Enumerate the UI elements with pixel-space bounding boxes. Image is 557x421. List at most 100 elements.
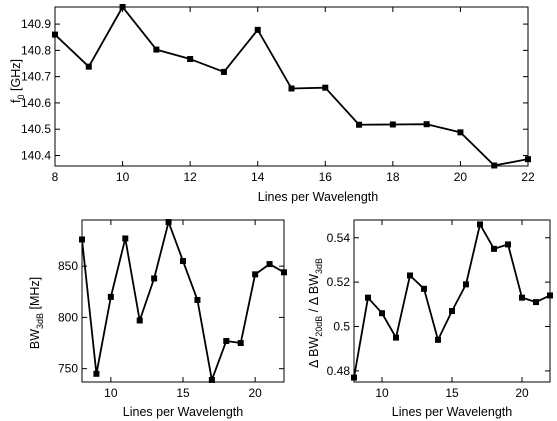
data-point-f0-8 — [322, 84, 329, 91]
data-point-bw3db-9 — [208, 376, 215, 383]
data-point-f0-3 — [153, 46, 160, 53]
data-point-bw-ratio-11 — [505, 241, 511, 248]
y-tick-label-bw3db-0: 750 — [58, 362, 78, 376]
x-axis-label-bw3db: Lines per Wavelength — [123, 405, 243, 419]
y-tick-label-f0-0: 140.4 — [21, 148, 51, 162]
data-point-f0-4 — [187, 56, 194, 63]
x-axis-ticks-bw-ratio: 10 15 20 — [375, 220, 529, 400]
y-axis-label-f0-main: f — [9, 99, 23, 103]
x-axis-ticks-bw3db: 10 15 20 — [104, 220, 262, 400]
x-tick-label-bw3db-1: 15 — [176, 386, 190, 400]
x-tick-label-bw3db-2: 20 — [248, 386, 262, 400]
y-tick-label-f0-4: 140.8 — [21, 43, 51, 57]
data-point-bw3db-6 — [165, 219, 172, 226]
x-tick-label-bw-ratio-2: 20 — [515, 386, 529, 400]
data-point-f0-1 — [85, 63, 92, 70]
plot-area-bw-ratio — [351, 219, 553, 383]
x-tick-label-f0-1: 10 — [116, 170, 130, 184]
data-point-f0-7 — [288, 85, 295, 92]
y-tick-label-bw-ratio-3: 0.54 — [327, 231, 351, 245]
plot-area-bw3db — [79, 219, 287, 383]
data-point-f0-11 — [423, 121, 430, 128]
data-point-bw-ratio-6 — [435, 336, 441, 343]
y-axis-ticks-bw3db: 750 800 850 — [58, 259, 284, 376]
x-tick-label-f0-2: 12 — [183, 170, 197, 184]
data-point-bw3db-5 — [151, 275, 158, 282]
data-point-bw-ratio-10 — [491, 245, 497, 252]
data-point-bw-ratio-7 — [449, 307, 455, 314]
x-tick-label-f0-3: 14 — [251, 170, 265, 184]
axes-frame-f0 — [54, 6, 529, 167]
data-point-bw3db-7 — [180, 258, 186, 265]
data-point-bw3db-8 — [194, 296, 201, 303]
data-point-bw-ratio-0 — [351, 374, 357, 381]
data-point-bw3db-4 — [136, 317, 143, 324]
y-axis-label-bw3db-unit: [MHz] — [28, 277, 42, 313]
data-point-bw-ratio-8 — [463, 281, 469, 288]
y-tick-label-bw-ratio-1: 0.5 — [333, 320, 350, 334]
data-point-bw3db-13 — [266, 261, 273, 268]
data-point-f0-10 — [389, 121, 396, 128]
axes-frame-bw-ratio — [353, 219, 551, 383]
x-axis-ticks-f0: 8 10 12 14 16 18 20 22 — [52, 7, 535, 184]
x-tick-label-f0-6: 20 — [454, 170, 468, 184]
y-tick-label-f0-2: 140.6 — [21, 96, 51, 110]
y-tick-label-bw-ratio-2: 0.52 — [327, 275, 351, 289]
y-axis-label-bw-ratio-sub2: 3dB — [314, 258, 324, 274]
data-point-bw-ratio-5 — [421, 285, 427, 292]
x-tick-label-bw3db-0: 10 — [104, 386, 118, 400]
y-axis-label-bw3db: BW3dB [MHz] — [28, 277, 45, 349]
data-point-f0-6 — [254, 26, 261, 33]
plot-area-f0 — [52, 4, 531, 169]
data-point-bw-ratio-12 — [519, 294, 525, 301]
y-axis-label-bw-ratio-main: Δ BW — [307, 337, 321, 368]
data-point-bw3db-1 — [93, 370, 100, 377]
y-tick-label-bw3db-1: 800 — [58, 310, 78, 324]
data-point-f0-12 — [457, 129, 464, 136]
data-point-bw3db-12 — [252, 271, 259, 278]
x-tick-label-bw-ratio-0: 10 — [375, 386, 389, 400]
chart-bw-ratio: 10 15 20 0.48 0.5 0.52 0.54 Lines per Wavelen… — [307, 219, 553, 419]
data-point-bw-ratio-4 — [407, 272, 413, 279]
data-point-f0-5 — [220, 68, 227, 75]
chart-f0: 8 10 12 14 16 18 20 22 140.4140.5140.6140.7140.… — [9, 4, 535, 204]
y-axis-label-f0: f0 [GHz] — [9, 59, 26, 103]
y-axis-label-f0-unit: [GHz] — [9, 59, 23, 94]
x-axis-label-f0: Lines per Wavelength — [258, 190, 378, 204]
data-point-f0-9 — [356, 121, 363, 128]
y-axis-ticks-bw-ratio: 0.48 0.5 0.52 0.54 — [327, 231, 550, 378]
data-point-bw-ratio-3 — [393, 334, 399, 341]
y-axis-label-bw-ratio: Δ BW20dB / Δ BW3dB — [307, 258, 324, 368]
chart-bw3db: 10 15 20 750 800 850 Lines per Wavelength BW… — [28, 219, 287, 419]
x-axis-label-bw-ratio: Lines per Wavelength — [392, 405, 512, 419]
y-axis-ticks-f0: 140.4 140.5 140.6 140.7 140.8 140.9 — [21, 17, 528, 162]
y-tick-label-bw3db-2: 850 — [58, 259, 78, 273]
y-axis-label-f0-sub: 0 — [16, 94, 26, 99]
y-tick-label-f0-3: 140.7 — [21, 70, 51, 84]
x-tick-label-f0-0: 8 — [52, 170, 59, 184]
data-point-f0-0 — [52, 31, 58, 38]
data-point-bw-ratio-9 — [477, 221, 483, 228]
data-point-f0-14 — [525, 156, 531, 163]
series-line-bw-ratio — [353, 223, 551, 378]
axes-frame-bw3db — [81, 219, 285, 383]
data-point-bw3db-2 — [107, 293, 114, 300]
y-axis-label-bw-ratio-sub: 20dB — [314, 316, 324, 337]
y-axis-label-bw3db-sub: 3dB — [35, 313, 45, 329]
data-point-bw3db-14 — [281, 269, 287, 276]
data-point-bw3db-11 — [237, 340, 244, 347]
x-tick-label-bw-ratio-1: 15 — [445, 386, 459, 400]
data-point-bw3db-3 — [122, 235, 129, 242]
x-tick-label-f0-7: 22 — [521, 170, 535, 184]
data-point-bw-ratio-14 — [547, 292, 553, 299]
y-tick-label-bw-ratio-0: 0.48 — [327, 364, 351, 378]
y-tick-label-f0-1: 140.5 — [21, 122, 51, 136]
series-line-bw3db — [81, 221, 285, 381]
y-axis-label-bw-ratio-mid: / Δ BW — [307, 274, 321, 316]
data-point-bw-ratio-2 — [379, 310, 385, 317]
x-tick-label-f0-4: 16 — [319, 170, 333, 184]
y-axis-label-bw3db-main: BW — [28, 329, 42, 349]
data-point-bw3db-0 — [79, 236, 85, 243]
data-point-bw3db-10 — [223, 337, 230, 344]
